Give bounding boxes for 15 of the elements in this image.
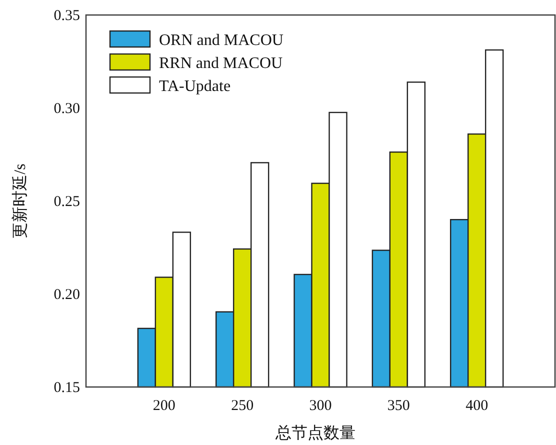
y-tick-label: 0.35 [54, 8, 80, 24]
y-tick-label: 0.20 [54, 287, 80, 303]
x-tick-label: 400 [466, 398, 488, 414]
legend-label: RRN and MACOU [159, 55, 284, 72]
legend-label: ORN and MACOU [159, 32, 284, 49]
x-tick-label: 350 [387, 398, 410, 414]
y-axis-title: 更新时延/s [11, 164, 29, 238]
x-tick-label: 300 [309, 398, 332, 414]
y-tick-label: 0.15 [54, 380, 80, 396]
legend-label: TA-Update [159, 78, 231, 95]
x-axis-title: 总节点数量 [274, 424, 356, 442]
y-tick-label: 0.25 [54, 194, 80, 210]
y-tick-label: 0.30 [54, 101, 80, 117]
x-tick-label: 250 [231, 398, 254, 414]
x-tick-label: 200 [152, 398, 176, 414]
